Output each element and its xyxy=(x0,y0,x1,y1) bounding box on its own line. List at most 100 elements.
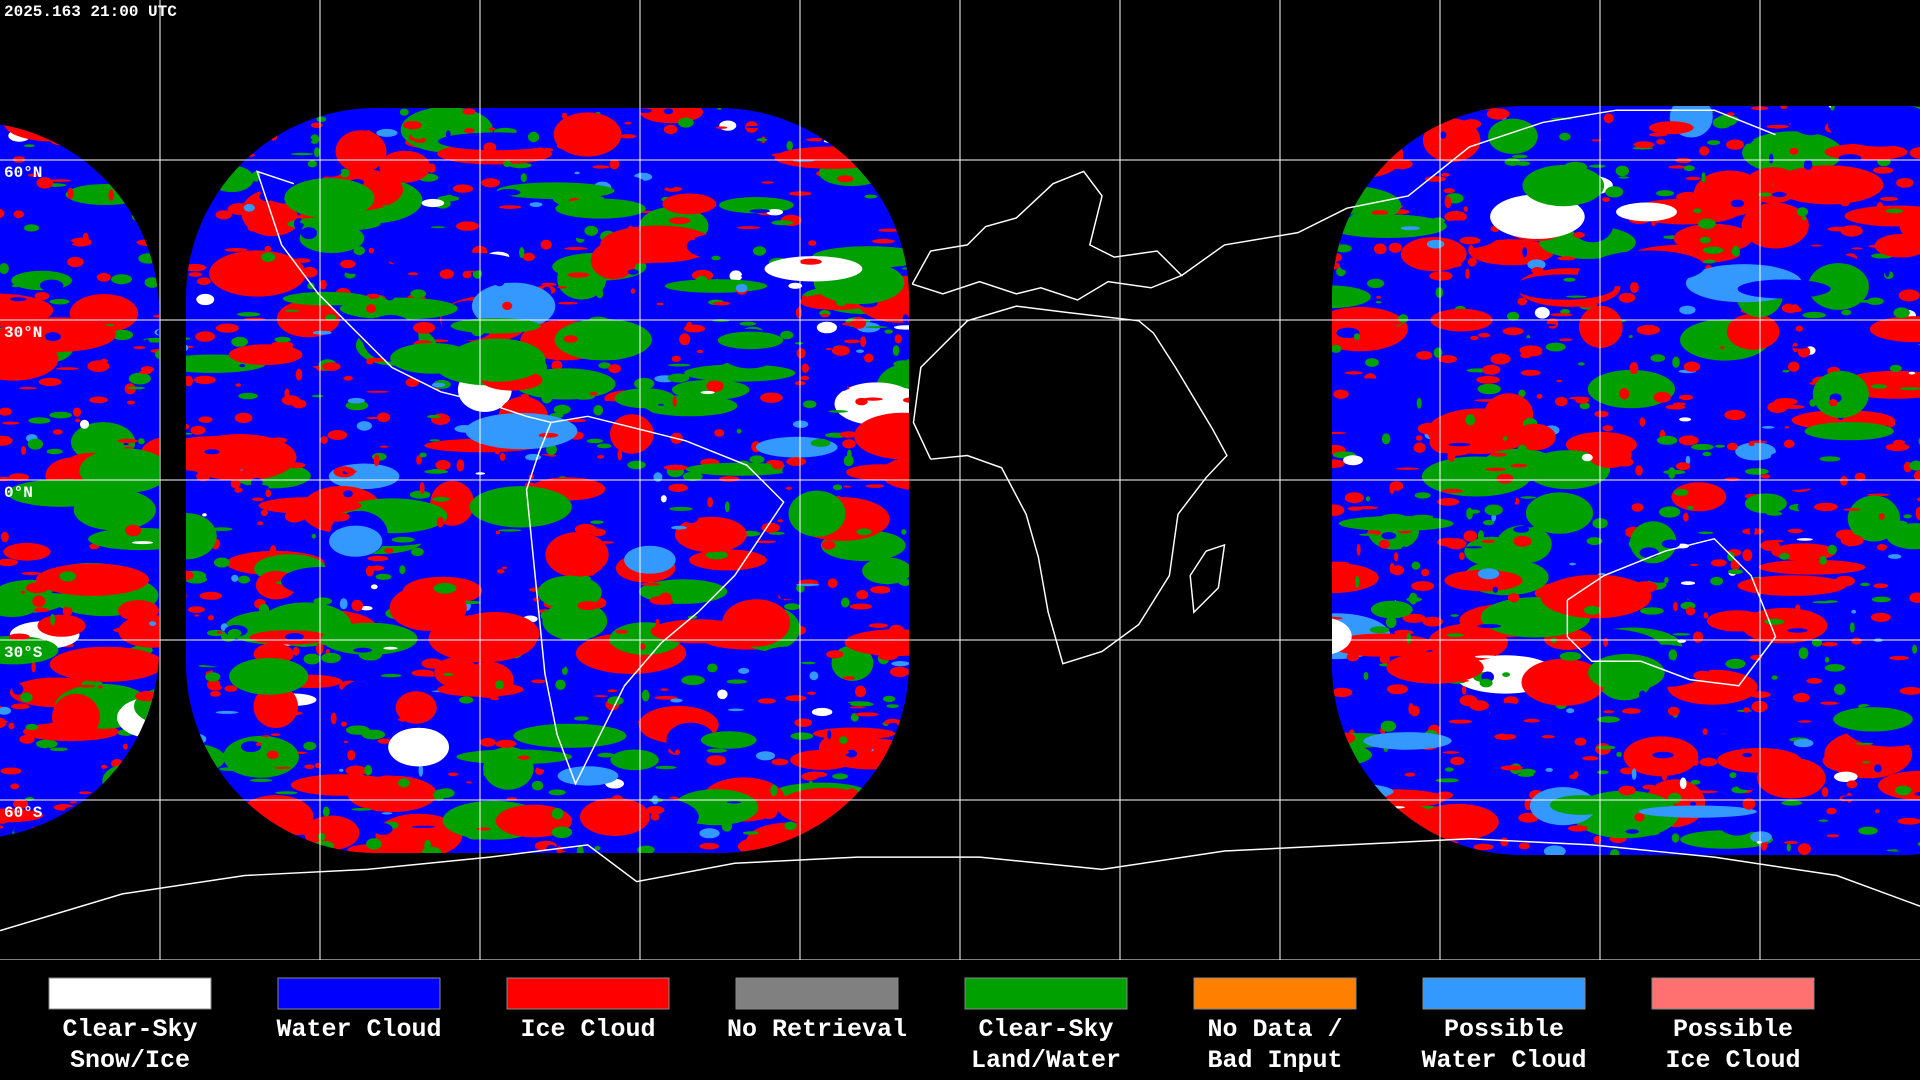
cloud-patch xyxy=(1622,708,1641,714)
cloud-patch xyxy=(48,179,71,182)
cloud-patch xyxy=(300,227,317,240)
cloud-patch xyxy=(783,242,788,245)
cloud-patch xyxy=(399,108,409,116)
cloud-patch xyxy=(1568,396,1590,400)
cloud-patch xyxy=(1353,333,1361,341)
satellite-disc xyxy=(186,108,909,853)
cloud-patch xyxy=(1381,433,1391,445)
cloud-patch xyxy=(327,430,348,440)
cloud-patch xyxy=(96,272,111,282)
cloud-patch xyxy=(1625,666,1630,677)
cloud-patch xyxy=(98,685,103,689)
cloud-patch xyxy=(238,392,258,400)
cloud-patch xyxy=(671,525,687,530)
cloud-patch xyxy=(630,288,636,294)
cloud-patch xyxy=(186,375,194,387)
cloud-patch xyxy=(395,691,437,724)
cloud-patch xyxy=(235,383,241,387)
cloud-patch xyxy=(1874,398,1888,409)
cloud-patch xyxy=(742,831,759,835)
cloud-patch xyxy=(44,254,53,263)
cloud-patch xyxy=(903,397,909,403)
cloud-patch xyxy=(284,309,300,312)
cloud-patch xyxy=(1769,153,1774,164)
cloud-patch xyxy=(1492,586,1499,593)
cloud-patch xyxy=(1359,533,1378,536)
cloud-patch xyxy=(1473,843,1494,851)
cloud-patch xyxy=(1446,398,1451,404)
cloud-patch xyxy=(201,402,214,415)
cloud-patch xyxy=(529,202,543,208)
cloud-patch xyxy=(620,134,637,139)
cloud-patch xyxy=(476,827,491,831)
cloud-patch xyxy=(1414,492,1431,499)
cloud-patch xyxy=(686,321,693,332)
cloud-patch xyxy=(1415,435,1423,441)
cloud-patch xyxy=(1731,246,1740,257)
cloud-patch xyxy=(87,360,110,372)
cloud-patch xyxy=(1638,805,1757,818)
cloud-patch xyxy=(684,364,796,382)
cloud-patch xyxy=(1707,610,1767,632)
cloud-patch xyxy=(229,658,309,695)
cloud-patch xyxy=(411,825,436,828)
cloud-patch xyxy=(188,272,203,277)
cloud-patch xyxy=(322,806,330,817)
cloud-patch xyxy=(363,130,373,142)
cloud-patch xyxy=(1878,513,1885,520)
cloud-patch xyxy=(555,679,566,690)
cloud-patch xyxy=(1375,301,1382,304)
cloud-patch xyxy=(1667,792,1682,804)
cloud-patch xyxy=(258,497,362,515)
cloud-patch xyxy=(755,751,776,761)
cloud-patch xyxy=(1517,297,1527,306)
cloud-patch xyxy=(367,555,389,562)
cloud-patch xyxy=(313,597,333,605)
cloud-patch xyxy=(458,452,565,476)
cloud-patch xyxy=(3,542,51,561)
cloud-patch xyxy=(379,150,431,183)
cloud-patch xyxy=(234,487,243,493)
cloud-patch xyxy=(243,204,255,212)
cloud-patch xyxy=(1845,122,1851,133)
cloud-patch xyxy=(1566,295,1587,298)
cloud-patch xyxy=(1743,707,1750,713)
cloud-patch xyxy=(814,332,821,343)
cloud-patch xyxy=(407,272,419,276)
cloud-patch xyxy=(1569,774,1578,780)
cloud-patch xyxy=(545,844,557,853)
cloud-patch xyxy=(1596,770,1609,775)
cloud-patch xyxy=(288,560,310,571)
cloud-patch xyxy=(566,524,574,529)
cloud-patch xyxy=(1912,644,1918,654)
cloud-patch xyxy=(648,144,749,184)
cloud-patch xyxy=(801,363,809,373)
cloud-patch xyxy=(8,473,29,482)
cloud-patch xyxy=(1701,172,1706,183)
cloud-patch xyxy=(1578,305,1623,348)
cloud-patch xyxy=(553,404,571,415)
cloud-patch xyxy=(1821,642,1838,647)
cloud-patch xyxy=(1702,818,1721,821)
cloud-patch xyxy=(1394,629,1414,636)
cloud-patch xyxy=(1827,106,1920,147)
cloud-patch xyxy=(1749,524,1755,536)
cloud-patch xyxy=(782,461,825,481)
cloud-patch xyxy=(755,540,776,544)
cloud-patch xyxy=(1783,841,1798,844)
cloud-patch xyxy=(770,784,778,796)
cloud-patch xyxy=(1659,506,1681,518)
cloud-patch xyxy=(1371,210,1389,216)
cloud-patch xyxy=(1514,423,1556,451)
cloud-patch xyxy=(1909,592,1920,603)
cloud-patch xyxy=(667,682,673,689)
cloud-patch xyxy=(519,247,525,259)
cloud-patch xyxy=(607,689,618,693)
cloud-patch xyxy=(1678,435,1699,446)
cloud-patch xyxy=(1846,780,1858,789)
cloud-patch xyxy=(1742,752,1753,758)
cloud-patch xyxy=(1668,649,1678,661)
cloud-patch xyxy=(889,666,909,678)
cloud-patch xyxy=(1618,795,1625,799)
cloud-patch xyxy=(445,194,454,199)
